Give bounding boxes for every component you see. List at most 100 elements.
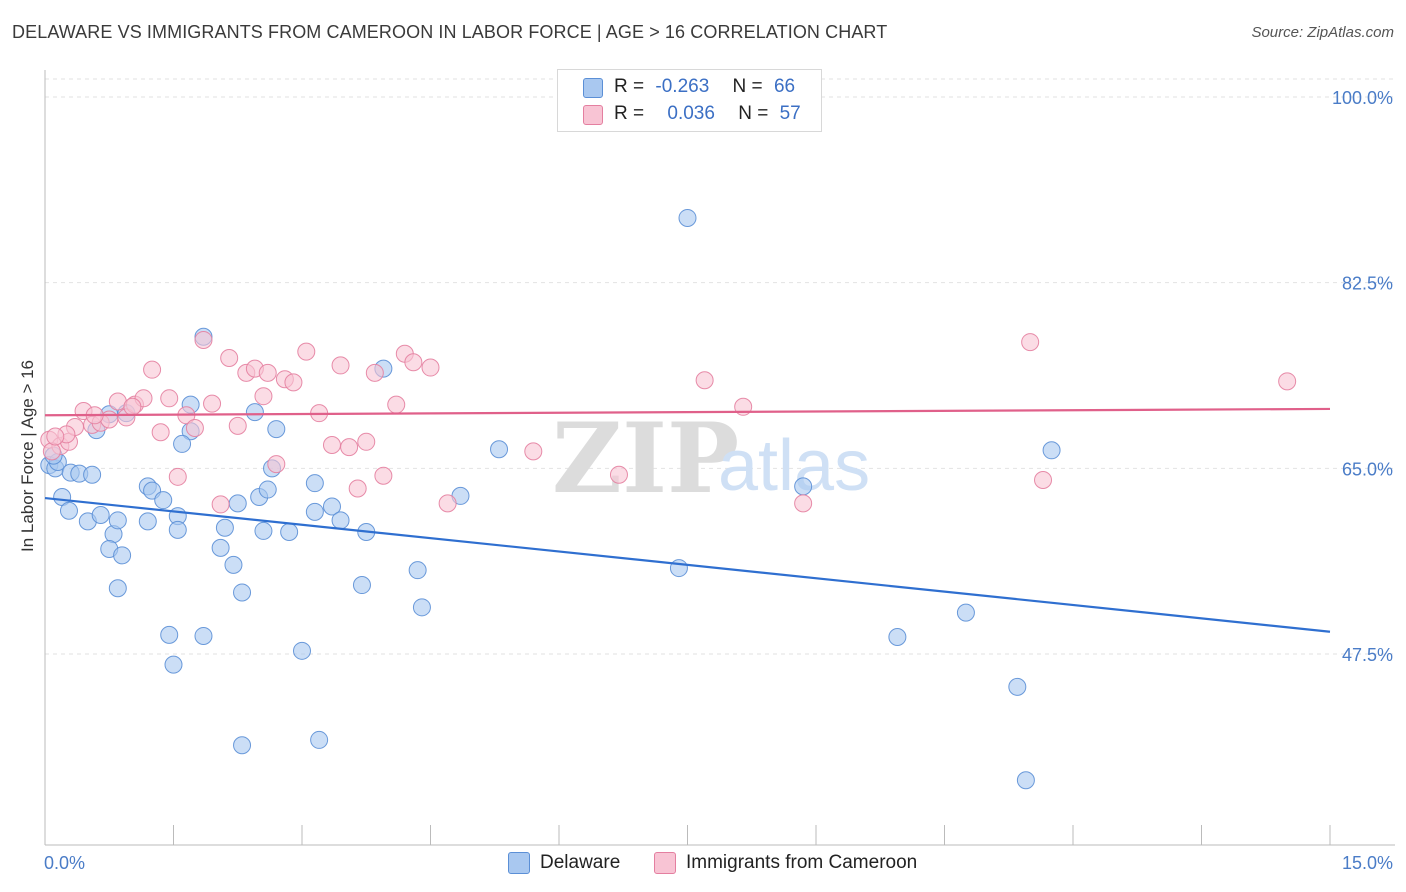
data-point <box>331 356 350 375</box>
data-point <box>113 546 132 565</box>
legend-n-label: N = <box>732 76 763 97</box>
series-cameroon <box>40 330 1297 514</box>
legend-n-label: N = <box>738 103 769 124</box>
data-point <box>404 353 423 372</box>
data-point <box>91 506 110 525</box>
y-tick-label: 82.5% <box>1342 274 1393 294</box>
data-point <box>185 419 204 438</box>
legend-n-value: 57 <box>779 103 801 124</box>
data-point <box>352 576 371 595</box>
data-point <box>609 465 628 484</box>
data-point <box>154 491 173 510</box>
data-point <box>211 538 230 557</box>
data-point <box>228 416 247 435</box>
data-point <box>123 397 142 416</box>
data-point <box>1278 372 1297 391</box>
data-point <box>331 511 350 530</box>
y-tick-label: 65.0% <box>1342 459 1393 479</box>
data-point <box>258 480 277 499</box>
data-point <box>160 389 179 408</box>
data-point <box>168 467 187 486</box>
data-point <box>108 511 127 530</box>
data-point <box>254 387 273 406</box>
data-point <box>310 730 329 749</box>
points-layer <box>40 208 1297 790</box>
data-point <box>220 348 239 367</box>
data-point <box>267 455 286 474</box>
data-point <box>412 598 431 617</box>
data-point <box>245 403 264 422</box>
data-point <box>284 373 303 392</box>
data-point <box>168 520 187 539</box>
series-label-cameroon: Immigrants from Cameroon <box>686 852 918 873</box>
y-tick-label: 100.0% <box>1332 88 1393 108</box>
data-point <box>1034 471 1053 490</box>
data-point <box>1021 333 1040 352</box>
data-point <box>293 641 311 660</box>
data-point <box>348 479 367 498</box>
y-axis-title: In Labor Force | Age > 16 <box>18 360 37 552</box>
data-point <box>387 395 406 414</box>
data-point <box>59 501 78 520</box>
data-point <box>143 360 162 379</box>
data-point <box>160 625 179 644</box>
x-tick-label: 0.0% <box>44 853 85 873</box>
legend-swatch-cameroon <box>583 105 603 125</box>
trend-line-cameroon <box>44 407 1331 417</box>
data-point <box>173 434 192 453</box>
legend-n-value: 66 <box>773 76 796 97</box>
legend-r-label: R = <box>614 103 645 124</box>
trend-layer <box>44 407 1331 633</box>
data-point <box>408 561 427 580</box>
data-point <box>83 465 102 484</box>
trend-line-delaware <box>44 496 1331 633</box>
watermark: ZIP atlas <box>552 402 870 515</box>
data-point <box>438 494 457 513</box>
data-point <box>233 736 252 755</box>
legend-r-value: 0.036 <box>667 103 715 124</box>
data-point <box>151 423 170 442</box>
data-point <box>254 521 273 540</box>
series-legend-cameroon[interactable]: Immigrants from Cameroon <box>654 852 917 874</box>
y-tick-label: 47.5% <box>1342 645 1393 665</box>
watermark-atlas: atlas <box>718 426 870 506</box>
data-point <box>794 494 813 513</box>
series-swatch-cameroon <box>654 852 676 874</box>
data-point <box>1008 677 1027 696</box>
data-point <box>365 363 384 382</box>
data-point <box>340 438 359 457</box>
chart-title: DELAWARE VS IMMIGRANTS FROM CAMEROON IN … <box>12 22 888 42</box>
series-legend: Delaware Immigrants from Cameroon <box>0 852 1406 878</box>
data-point <box>203 394 222 413</box>
data-point <box>228 494 247 513</box>
series-label-delaware: Delaware <box>540 852 621 873</box>
data-point <box>138 512 157 531</box>
data-point <box>215 518 234 537</box>
data-point <box>211 495 230 514</box>
data-point <box>233 583 252 602</box>
data-point <box>305 502 324 521</box>
series-legend-delaware[interactable]: Delaware <box>508 852 620 874</box>
data-point <box>280 522 299 541</box>
data-point <box>678 208 697 227</box>
stats-legend: R = -0.263 N = 66 R = 0.036 N = 57 <box>557 69 822 132</box>
x-tick-label: 15.0% <box>1342 853 1393 873</box>
data-point <box>194 626 213 645</box>
data-point <box>322 497 341 516</box>
labels-layer: 47.5% 65.0% 82.5% 100.0% 0.0% 15.0% In Labor F… <box>18 88 1393 873</box>
data-point <box>164 655 183 674</box>
data-point <box>888 628 907 647</box>
axes-layer <box>44 70 1395 846</box>
data-point <box>1016 771 1035 790</box>
data-point <box>794 477 813 496</box>
series-delaware <box>40 208 1061 790</box>
data-point <box>267 420 286 439</box>
series-swatch-delaware <box>508 852 530 874</box>
data-point <box>258 363 277 382</box>
data-point <box>1042 441 1061 460</box>
data-point <box>956 603 975 622</box>
data-point <box>669 559 688 578</box>
data-point <box>108 579 127 598</box>
data-point <box>42 442 61 461</box>
